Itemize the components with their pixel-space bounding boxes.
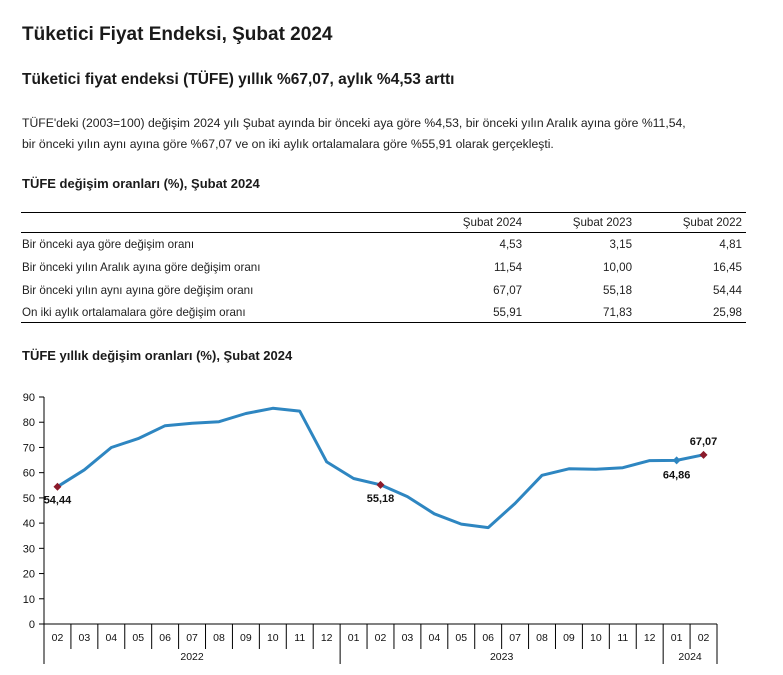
table-row: Bir önceki yılın aynı ayına göre değişim… [21, 279, 746, 302]
y-tick-label: 50 [23, 493, 35, 505]
year-label: 2024 [678, 651, 702, 663]
y-tick-label: 90 [23, 392, 35, 404]
data-label: 55,18 [367, 493, 395, 505]
table-cell: 55,18 [603, 284, 633, 297]
x-tick-label: 04 [428, 632, 440, 644]
x-tick-label: 12 [644, 632, 656, 644]
data-label: 54,44 [44, 495, 72, 507]
table-cell: 25,98 [712, 305, 742, 319]
table-row: Bir önceki yılın Aralık ayına göre değiş… [21, 256, 746, 279]
series-line [56, 406, 704, 530]
page-subtitle: Tüketici fiyat endeksi (TÜFE) yıllık %67… [22, 71, 455, 88]
year-label: 2023 [490, 651, 514, 663]
x-tick-label: 01 [348, 632, 360, 644]
x-tick-label: 08 [213, 632, 225, 644]
table-header-row: Şubat 2024 Şubat 2023 Şubat 2022 [21, 212, 746, 233]
y-tick-label: 0 [29, 619, 35, 631]
data-point-marker [376, 480, 385, 489]
x-tick-label: 01 [671, 632, 683, 644]
row-label: On iki aylık ortalamalara göre değişim o… [22, 305, 246, 319]
x-tick-label: 02 [375, 632, 387, 644]
table-cell: 4,53 [499, 238, 523, 251]
table-row: Bir önceki aya göre değişim oranı 4,53 3… [21, 233, 746, 257]
table-row: On iki aylık ortalamalara göre değişim o… [21, 302, 746, 323]
x-tick-label: 03 [402, 632, 414, 644]
x-tick-label: 04 [105, 632, 117, 644]
row-label: Bir önceki yılın Aralık ayına göre değiş… [22, 261, 261, 274]
x-tick-label: 09 [563, 632, 575, 644]
row-label: Bir önceki aya göre değişim oranı [22, 238, 195, 251]
table-header-feb-2022: Şubat 2022 [636, 212, 746, 233]
y-tick-label: 40 [23, 518, 35, 530]
data-label: 67,07 [690, 436, 718, 448]
x-tick-label: 10 [267, 632, 279, 644]
x-tick-label: 06 [159, 632, 171, 644]
table-title: TÜFE değişim oranları (%), Şubat 2024 [22, 176, 260, 191]
table-cell: 55,91 [493, 305, 523, 319]
x-tick-label: 09 [240, 632, 252, 644]
data-point-marker [53, 482, 62, 491]
y-tick-label: 10 [23, 594, 35, 606]
table-cell: 54,44 [712, 284, 742, 297]
table-header-feb-2023: Şubat 2023 [526, 212, 637, 233]
x-tick-label: 05 [455, 632, 467, 644]
data-point-marker [699, 450, 708, 459]
y-tick-label: 30 [23, 543, 35, 555]
summary-line-2: bir önceki yılın aynı ayına göre %67,07 … [22, 137, 554, 151]
x-tick-label: 03 [79, 632, 91, 644]
table-cell: 67,07 [493, 284, 523, 297]
x-tick-label: 08 [536, 632, 548, 644]
year-label: 2022 [180, 651, 204, 663]
table-cell: 16,45 [712, 261, 742, 274]
table-cell: 71,83 [603, 305, 633, 319]
table-cell: 4,81 [719, 238, 742, 251]
table-header-empty [21, 212, 417, 233]
y-tick-label: 20 [23, 569, 35, 581]
data-point-marker [672, 456, 681, 465]
summary-paragraph: TÜFE'deki (2003=100) değişim 2024 yılı Ş… [22, 113, 782, 155]
y-tick-label: 70 [23, 442, 35, 454]
change-rates-table: Şubat 2024 Şubat 2023 Şubat 2022 Bir önc… [21, 212, 746, 323]
chart-title: TÜFE yıllık değişim oranları (%), Şubat … [22, 348, 293, 363]
table-cell: 3,15 [609, 238, 633, 251]
x-tick-label: 11 [294, 632, 305, 644]
table-header-feb-2024: Şubat 2024 [416, 212, 527, 233]
summary-line-1: TÜFE'deki (2003=100) değişim 2024 yılı Ş… [22, 116, 686, 130]
x-tick-label: 12 [321, 632, 333, 644]
x-tick-label: 11 [617, 632, 628, 644]
x-tick-label: 07 [509, 632, 521, 644]
x-tick-label: 06 [482, 632, 494, 644]
x-tick-label: 02 [52, 632, 64, 644]
table-cell: 10,00 [603, 261, 633, 274]
y-tick-label: 80 [23, 417, 35, 429]
x-tick-label: 05 [132, 632, 144, 644]
x-tick-label: 02 [698, 632, 710, 644]
table-cell: 11,54 [493, 261, 523, 274]
x-tick-label: 10 [590, 632, 602, 644]
y-tick-label: 60 [23, 468, 35, 480]
data-label: 64,86 [663, 469, 691, 481]
page-title: Tüketici Fiyat Endeksi, Şubat 2024 [22, 24, 333, 45]
x-tick-label: 07 [186, 632, 198, 644]
row-label: Bir önceki yılın aynı ayına göre değişim… [22, 284, 254, 297]
